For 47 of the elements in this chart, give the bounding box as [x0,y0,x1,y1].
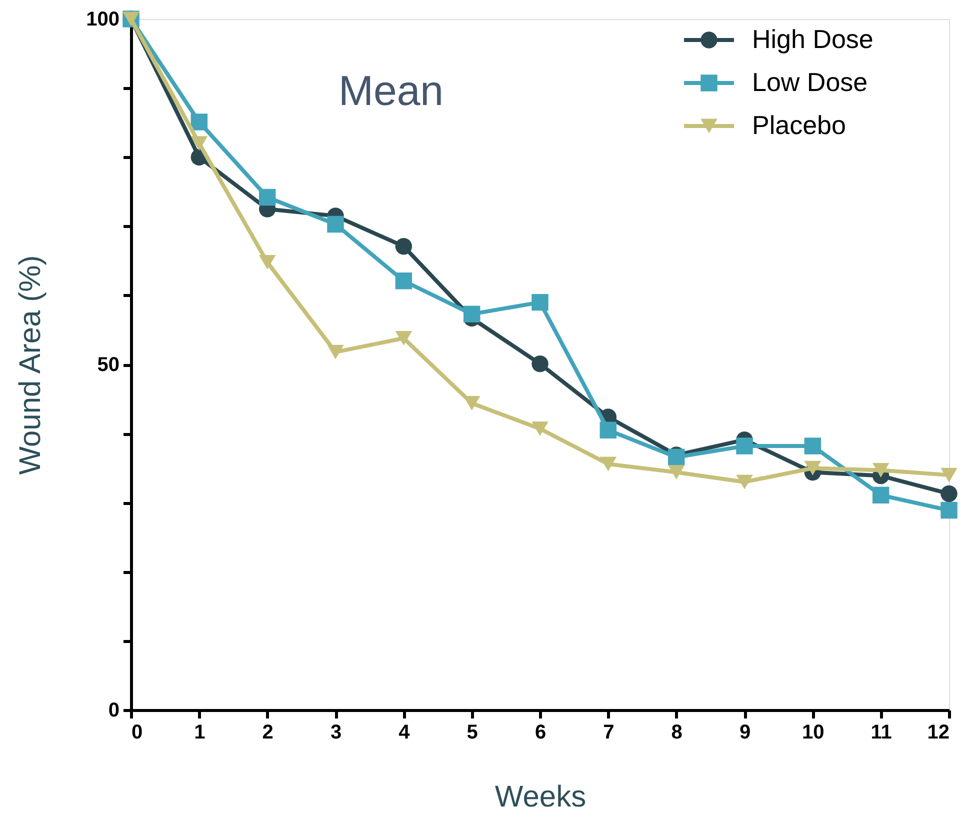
x-tick-label: 10 [802,722,824,744]
point [668,465,685,480]
point [872,486,890,504]
y-tick-label: 100 [86,8,120,30]
point [395,238,412,255]
annotation: Mean [338,67,444,114]
x-tick-label: 3 [330,722,342,744]
x-tick-label: 5 [466,722,478,744]
point [395,272,412,290]
y-tick-label: 50 [97,354,120,376]
point [190,114,208,130]
legend-label: High Dose [752,24,874,54]
legend-label: Low Dose [752,67,868,97]
point [258,188,276,206]
x-tick-label: 12 [927,722,950,744]
x-axis-title: Weeks [494,780,586,814]
point [940,468,958,482]
x-tick-label: 6 [534,722,546,744]
point [736,438,753,454]
x-tick-label: 8 [671,722,682,744]
point [463,306,480,322]
point [532,294,548,311]
x-tick-label: 2 [262,722,274,744]
point [258,254,276,270]
point [804,438,822,454]
x-tick-label: 4 [398,722,411,744]
point [327,344,344,360]
y-tick-label: 0 [108,700,120,722]
x-tick-label: 1 [194,722,206,744]
point [736,474,753,490]
point [600,422,617,439]
point [532,422,548,436]
point [190,136,208,151]
x-tick-label: 0 [132,722,143,744]
x-tick-label: 11 [870,722,892,744]
x-tick-label: 7 [603,722,614,744]
point [532,355,548,372]
legend-label: Placebo [752,110,846,140]
point [327,216,344,233]
x-tick-label: 9 [739,722,751,744]
point [940,485,958,502]
point [395,330,412,346]
point [872,462,890,478]
point [804,460,822,476]
point [940,502,958,519]
point [600,456,617,472]
y-axis-title: Wound Area (%) [14,255,48,475]
